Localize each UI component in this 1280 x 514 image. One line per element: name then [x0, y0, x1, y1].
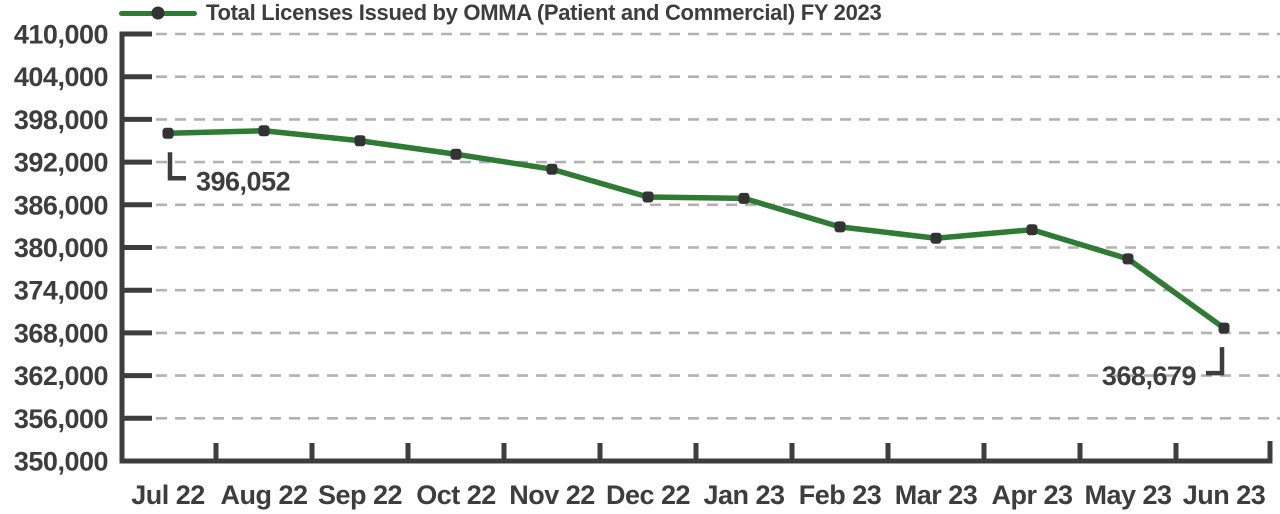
x-axis-label: Mar 23	[895, 480, 978, 510]
data-point	[258, 125, 270, 137]
data-line	[165, 128, 1227, 331]
legend-line-sample-icon	[119, 6, 197, 20]
data-point	[738, 192, 750, 204]
x-axis-label: Jan 23	[703, 480, 785, 510]
data-point	[1122, 253, 1134, 265]
x-axis-label: Nov 22	[509, 480, 595, 510]
data-point	[642, 191, 654, 203]
y-axis-label: 380,000	[14, 233, 108, 263]
y-axis-label: 374,000	[14, 276, 108, 306]
data-point	[1218, 322, 1230, 334]
data-point	[162, 127, 174, 139]
annotation-callout	[167, 152, 186, 181]
y-axis-label: 410,000	[14, 20, 108, 50]
x-axis-label: Jul 22	[131, 480, 205, 510]
y-axis-label: 356,000	[14, 404, 108, 434]
data-point	[354, 135, 366, 147]
annotation-value: 396,052	[196, 166, 290, 196]
annotation-callout	[1206, 347, 1225, 376]
x-axis-label: May 23	[1084, 480, 1172, 510]
x-axis-label: Sep 22	[318, 480, 402, 510]
data-point	[546, 163, 558, 175]
y-axis-label: 404,000	[14, 62, 108, 92]
x-axis-label: Apr 23	[991, 480, 1073, 510]
annotation-value: 368,679	[1102, 361, 1197, 391]
legend-marker-dot-icon	[151, 6, 165, 20]
x-axis-label: Oct 22	[416, 480, 496, 510]
x-axis-label: Dec 22	[606, 480, 690, 510]
y-axis-label: 398,000	[14, 105, 108, 135]
y-axis-label: 386,000	[14, 190, 108, 220]
data-point	[930, 232, 942, 244]
x-axis-label: Jun 23	[1183, 480, 1266, 510]
x-axis-label: Aug 22	[220, 480, 307, 510]
y-axis-label: 350,000	[14, 447, 108, 477]
y-axis-label: 368,000	[14, 318, 108, 348]
x-axis-label: Feb 23	[799, 480, 882, 510]
data-point	[450, 148, 462, 160]
chart-title: Total Licenses Issued by OMMA (Patient a…	[206, 0, 882, 25]
y-axis-label: 362,000	[14, 361, 108, 391]
chart-legend: Total Licenses Issued by OMMA (Patient a…	[119, 0, 882, 25]
data-point	[834, 221, 846, 233]
data-point	[1026, 224, 1038, 236]
y-axis-label: 392,000	[14, 148, 108, 178]
